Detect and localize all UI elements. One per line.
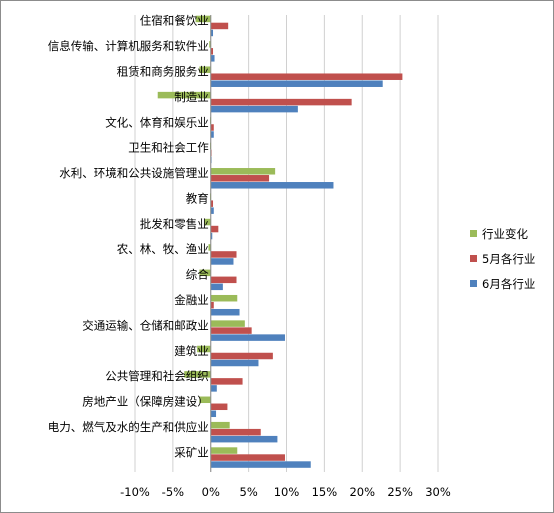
x-tick-label: 20%	[349, 485, 375, 499]
category-label: 批发和零售业	[140, 217, 209, 231]
x-tick-label: -5%	[162, 485, 184, 499]
bar	[157, 91, 211, 99]
legend-swatch	[470, 255, 477, 262]
bar	[210, 124, 214, 131]
category-label: 教育	[186, 191, 209, 205]
category-label: 租赁和商务服务业	[117, 64, 209, 78]
bar	[199, 269, 211, 277]
bar	[210, 334, 285, 341]
bar	[209, 41, 211, 48]
bar	[210, 200, 214, 207]
bar	[210, 80, 383, 87]
bar	[210, 29, 214, 37]
bar	[210, 55, 215, 62]
category-label: 房地产业（保障房建设）	[82, 395, 209, 409]
bar	[210, 175, 270, 182]
bar	[210, 428, 261, 436]
category-label: 信息传输、计算机服务和软件业	[48, 39, 209, 53]
bar	[210, 182, 334, 189]
category-label: 卫生和社会工作	[128, 141, 209, 155]
x-tick-label: 0%	[202, 485, 220, 499]
category-label: 采矿业	[174, 445, 209, 459]
category-label: 建筑业	[174, 344, 209, 358]
bar	[210, 294, 238, 302]
bar	[210, 308, 240, 316]
category-label: 金融业	[174, 293, 209, 307]
bar	[210, 385, 217, 392]
legend-swatch	[470, 280, 477, 287]
bar	[210, 276, 237, 284]
bar	[210, 22, 229, 30]
bar	[210, 320, 245, 327]
bar	[184, 371, 211, 378]
x-tick-label: 25%	[387, 485, 413, 499]
bar	[210, 131, 214, 138]
category-label: 综合	[186, 268, 209, 282]
category-label: 公共管理和社会组织	[105, 369, 209, 383]
x-tick-label: 15%	[312, 485, 338, 499]
bar	[210, 327, 252, 334]
x-tick-label: -10%	[120, 485, 150, 499]
bar	[210, 421, 230, 429]
bar	[199, 396, 211, 404]
bar	[210, 435, 278, 443]
bar	[210, 207, 214, 214]
x-tick-label: 30%	[425, 485, 451, 499]
category-labels: 住宿和餐饮业信息传输、计算机服务和软件业租赁和商务服务业制造业文化、体育和娱乐业…	[48, 14, 209, 460]
bar	[210, 461, 311, 468]
bar	[197, 345, 211, 353]
bar	[195, 15, 211, 23]
bar	[210, 359, 259, 367]
bar	[210, 454, 285, 461]
bar	[210, 258, 234, 265]
bar	[210, 410, 217, 418]
bar	[199, 66, 211, 73]
bar	[210, 447, 238, 454]
category-label: 电力、燃气及水的生产和供应业	[48, 420, 209, 434]
bar	[210, 168, 276, 175]
legend-label: 行业变化	[482, 227, 528, 241]
bar	[210, 225, 219, 233]
bar	[210, 301, 214, 309]
category-label: 制造业	[174, 90, 209, 104]
bar	[210, 352, 273, 360]
bar	[210, 232, 213, 240]
bar	[210, 105, 298, 113]
category-label: 农、林、牧、渔业	[117, 242, 209, 256]
bar	[208, 244, 211, 251]
bars	[157, 15, 403, 468]
bar	[204, 218, 211, 226]
legend-label: 5月各行业	[482, 252, 535, 266]
category-label: 交通运输、仓储和邮政业	[82, 318, 209, 332]
bar	[210, 251, 237, 258]
bar	[210, 283, 223, 291]
bar	[210, 403, 228, 411]
category-label: 水利、环境和公共设施管理业	[59, 166, 209, 180]
legend-swatch	[470, 230, 477, 237]
category-label: 文化、体育和娱乐业	[105, 115, 209, 129]
bar	[210, 378, 243, 385]
legend: 行业变化 5月各行业 6月各行业	[470, 227, 535, 291]
x-tick-label: 5%	[240, 485, 258, 499]
bar	[210, 48, 214, 55]
x-tick-label: 10%	[274, 485, 300, 499]
category-label: 住宿和餐饮业	[140, 14, 209, 28]
bar	[210, 73, 403, 80]
bar	[210, 98, 352, 106]
legend-label: 6月各行业	[482, 277, 535, 291]
tick-labels: -10% -5% 0% 5% 10% 15% 20% 25% 30%	[120, 485, 451, 499]
